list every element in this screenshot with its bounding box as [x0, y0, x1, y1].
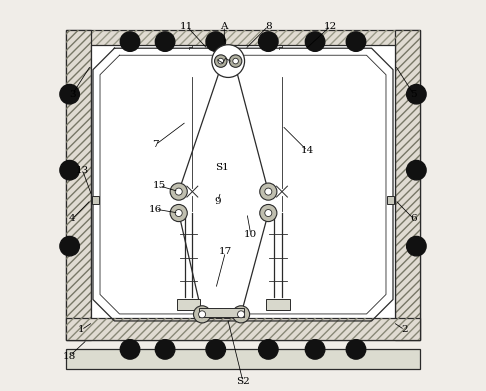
Bar	[199, 308, 244, 317]
Circle shape	[407, 237, 426, 256]
Circle shape	[265, 210, 272, 217]
Text: 3: 3	[69, 90, 76, 99]
Circle shape	[214, 55, 227, 67]
Circle shape	[218, 58, 224, 64]
Text: 2: 2	[401, 325, 408, 334]
Text: 9: 9	[214, 197, 221, 206]
Circle shape	[407, 160, 426, 180]
Bar	[395, 30, 420, 340]
Text: 10: 10	[244, 230, 258, 239]
Bar	[177, 299, 200, 310]
Text: 14: 14	[301, 146, 314, 155]
Circle shape	[238, 311, 244, 318]
Circle shape	[156, 32, 175, 51]
Circle shape	[259, 340, 278, 359]
Bar	[91, 45, 395, 322]
Bar	[395, 30, 420, 340]
Text: S2: S2	[236, 377, 250, 386]
Circle shape	[265, 188, 272, 195]
Bar	[66, 30, 91, 340]
Text: 11: 11	[180, 22, 193, 30]
Bar	[266, 299, 290, 310]
Bar	[66, 318, 420, 340]
Circle shape	[305, 32, 325, 51]
Circle shape	[170, 204, 187, 222]
Text: 15: 15	[153, 181, 166, 190]
Circle shape	[60, 237, 79, 256]
Text: 7: 7	[152, 140, 158, 149]
Circle shape	[305, 340, 325, 359]
Bar	[387, 196, 394, 204]
Circle shape	[212, 45, 244, 77]
Text: S1: S1	[215, 163, 228, 172]
Bar	[66, 30, 91, 340]
Circle shape	[156, 340, 175, 359]
Circle shape	[407, 84, 426, 104]
Bar	[92, 196, 99, 204]
Circle shape	[206, 340, 226, 359]
Circle shape	[260, 204, 277, 222]
Circle shape	[175, 210, 182, 217]
Bar	[66, 350, 420, 369]
Circle shape	[60, 160, 79, 180]
Bar	[66, 318, 420, 340]
Circle shape	[120, 32, 140, 51]
Circle shape	[120, 340, 140, 359]
Circle shape	[346, 32, 366, 51]
Text: 8: 8	[265, 22, 272, 30]
Circle shape	[229, 55, 242, 67]
Bar	[66, 30, 420, 340]
Circle shape	[175, 188, 182, 195]
Circle shape	[260, 183, 277, 200]
Circle shape	[199, 311, 206, 318]
Circle shape	[170, 183, 187, 200]
Bar	[66, 30, 420, 340]
Text: 5: 5	[410, 90, 417, 99]
Circle shape	[193, 306, 210, 323]
Circle shape	[259, 32, 278, 51]
Text: 13: 13	[76, 166, 89, 175]
Circle shape	[60, 84, 79, 104]
Circle shape	[206, 32, 226, 51]
Circle shape	[233, 58, 239, 64]
Text: 18: 18	[63, 352, 76, 361]
Circle shape	[346, 340, 366, 359]
Text: A: A	[221, 22, 228, 30]
Text: 4: 4	[69, 214, 76, 223]
Text: 17: 17	[219, 248, 232, 256]
Text: 1: 1	[78, 325, 85, 334]
Circle shape	[232, 306, 250, 323]
Text: 6: 6	[410, 214, 417, 223]
Text: 16: 16	[149, 204, 162, 213]
Text: 12: 12	[324, 22, 337, 30]
